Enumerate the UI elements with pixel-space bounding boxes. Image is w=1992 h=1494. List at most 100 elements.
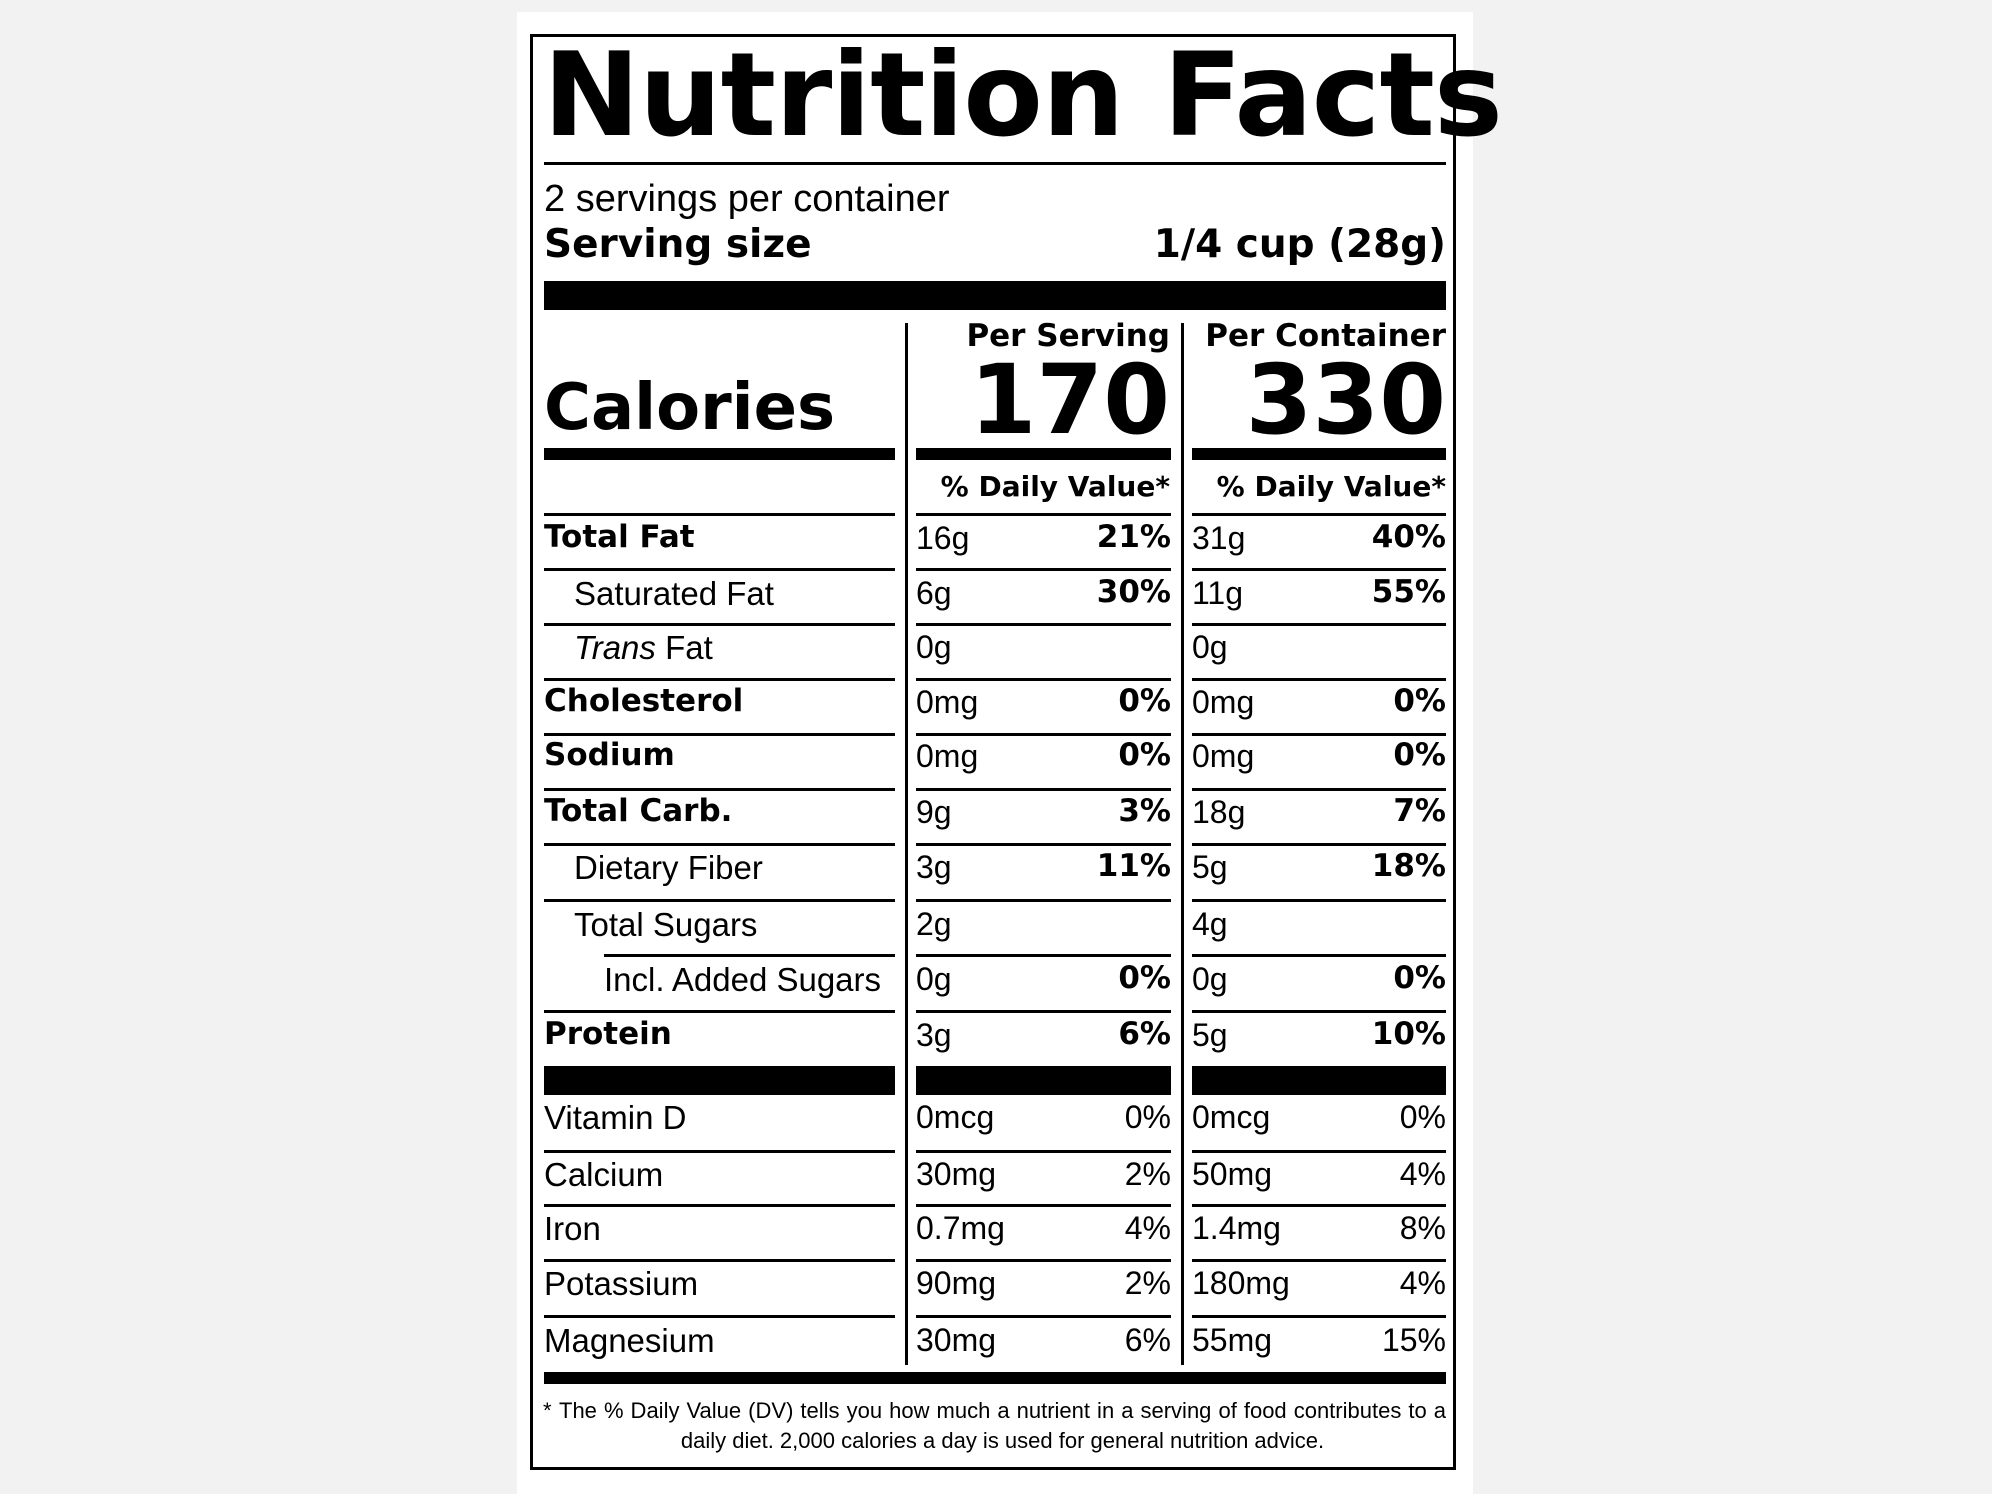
nutrient-1-container-amount: 11g xyxy=(1192,575,1244,611)
nutrient-6-label: Dietary Fiber xyxy=(574,849,763,886)
nutrient-5-label: Total Carb. xyxy=(544,793,733,829)
footnote-asterisk: * xyxy=(543,1398,552,1423)
vitamin-1-rule-container xyxy=(1192,1204,1446,1207)
vitamin-3-container-amount: 180mg xyxy=(1192,1265,1290,1301)
vitamin-2-rule-label xyxy=(544,1259,895,1262)
footnote-text: The % Daily Value (DV) tells you how muc… xyxy=(559,1398,1446,1453)
column-divider-1 xyxy=(905,323,908,1365)
dv-header-rule-2 xyxy=(916,513,1171,516)
nutrient-5-serving-amount: 9g xyxy=(916,794,952,830)
nutrient-1-rule-serving xyxy=(916,623,1171,626)
nutrient-8-container-amount: 0g xyxy=(1192,961,1228,997)
nutrient-3-label: Cholesterol xyxy=(544,683,744,719)
nutrient-0-serving-dv: 21% xyxy=(1096,519,1171,555)
vitamin-1-rule-label xyxy=(544,1204,895,1207)
vitamin-1-label: Calcium xyxy=(544,1156,664,1193)
label-title: Nutrition Facts xyxy=(543,28,1503,163)
calories-rule-1 xyxy=(544,448,895,460)
nutrient-5-rule-serving xyxy=(916,843,1171,846)
nutrient-2-serving-amount: 0g xyxy=(916,629,952,665)
nutrient-3-rule-container xyxy=(1192,733,1446,736)
nutrient-5-rule-label xyxy=(544,843,895,846)
nutrient-9-serving-dv: 6% xyxy=(1118,1016,1171,1052)
servings-per-container: 2 servings per container xyxy=(544,178,950,220)
nutrient-0-rule-label xyxy=(544,568,895,571)
vitamin-4-label: Magnesium xyxy=(544,1322,715,1359)
vitamin-1-container-dv: 4% xyxy=(1399,1156,1446,1192)
nutrient-9-label: Protein xyxy=(544,1016,672,1052)
thick-rule-top xyxy=(544,281,1446,310)
calories-per-serving: 170 xyxy=(969,344,1170,456)
vitamin-0-serving-amount: 0mcg xyxy=(916,1099,995,1135)
nutrient-4-rule-label xyxy=(544,788,895,791)
nutrient-7-label: Total Sugars xyxy=(574,906,758,943)
nutrient-0-rule-serving xyxy=(916,568,1171,571)
vitamin-bar-1 xyxy=(544,1066,895,1095)
calories-rule-3 xyxy=(1192,448,1446,460)
nutrient-6-container-dv: 18% xyxy=(1371,848,1446,884)
nutrient-5-serving-dv: 3% xyxy=(1118,793,1171,829)
calories-rule-2 xyxy=(916,448,1171,460)
vitamin-3-rule-serving xyxy=(916,1315,1171,1318)
title-rule xyxy=(544,162,1446,165)
vitamin-0-container-dv: 0% xyxy=(1399,1099,1446,1135)
dv-header-rule-1 xyxy=(544,513,895,516)
vitamin-0-label: Vitamin D xyxy=(544,1099,687,1136)
vitamin-4-container-amount: 55mg xyxy=(1192,1322,1273,1358)
vitamin-0-serving-dv: 0% xyxy=(1124,1099,1171,1135)
nutrient-1-rule-container xyxy=(1192,623,1446,626)
vitamin-4-serving-dv: 6% xyxy=(1124,1322,1171,1358)
nutrient-1-serving-dv: 30% xyxy=(1096,574,1171,610)
vitamin-3-serving-dv: 2% xyxy=(1124,1265,1171,1301)
daily-value-header-container: % Daily Value* xyxy=(1216,470,1446,503)
nutrient-9-container-dv: 10% xyxy=(1371,1016,1446,1052)
vitamin-2-rule-container xyxy=(1192,1259,1446,1262)
nutrition-facts-panel xyxy=(530,34,1456,1470)
nutrient-4-rule-serving xyxy=(916,788,1171,791)
nutrient-0-label: Total Fat xyxy=(544,519,695,555)
vitamin-1-serving-amount: 30mg xyxy=(916,1156,997,1192)
nutrient-7-serving-amount: 2g xyxy=(916,906,952,942)
nutrient-8-container-dv: 0% xyxy=(1393,960,1446,996)
column-header-per-serving: Per Serving xyxy=(966,318,1170,354)
vitamin-0-rule-label xyxy=(544,1150,895,1153)
nutrient-4-container-amount: 0mg xyxy=(1192,738,1255,774)
nutrient-8-serving-dv: 0% xyxy=(1118,960,1171,996)
vitamin-3-serving-amount: 90mg xyxy=(916,1265,997,1301)
nutrient-4-serving-dv: 0% xyxy=(1118,737,1171,773)
nutrient-5-rule-container xyxy=(1192,843,1446,846)
nutrient-3-rule-label xyxy=(544,733,895,736)
nutrient-7-container-amount: 4g xyxy=(1192,906,1228,942)
vitamin-1-serving-dv: 2% xyxy=(1124,1156,1171,1192)
label-background xyxy=(517,12,1473,1494)
nutrient-7-rule-container xyxy=(1192,954,1446,957)
vitamin-1-container-amount: 50mg xyxy=(1192,1156,1273,1192)
nutrient-2-container-amount: 0g xyxy=(1192,629,1228,665)
nutrient-6-rule-serving xyxy=(916,899,1171,902)
nutrient-8-rule-serving xyxy=(916,1010,1171,1013)
vitamin-bar-3 xyxy=(1192,1066,1446,1095)
nutrient-3-container-dv: 0% xyxy=(1393,683,1446,719)
vitamin-4-serving-amount: 30mg xyxy=(916,1322,997,1358)
vitamin-3-container-dv: 4% xyxy=(1399,1265,1446,1301)
nutrient-1-serving-amount: 6g xyxy=(916,575,952,611)
nutrient-7-rule-serving xyxy=(916,954,1171,957)
calories-label: Calories xyxy=(544,371,836,445)
vitamin-2-serving-dv: 4% xyxy=(1124,1210,1171,1246)
vitamin-3-rule-label xyxy=(544,1315,895,1318)
vitamin-0-rule-serving xyxy=(916,1150,1171,1153)
vitamin-3-label: Potassium xyxy=(544,1265,699,1302)
nutrient-6-rule-container xyxy=(1192,899,1446,902)
vitamin-2-container-amount: 1.4mg xyxy=(1192,1210,1281,1246)
vitamin-2-label: Iron xyxy=(544,1210,601,1247)
nutrient-3-serving-amount: 0mg xyxy=(916,684,979,720)
nutrient-9-container-amount: 5g xyxy=(1192,1017,1228,1053)
vitamin-4-container-dv: 15% xyxy=(1381,1322,1446,1358)
thick-rule-bottom xyxy=(544,1372,1446,1384)
nutrient-0-container-amount: 31g xyxy=(1192,520,1246,556)
nutrient-2-rule-container xyxy=(1192,678,1446,681)
nutrient-1-label: Saturated Fat xyxy=(574,575,774,612)
calories-per-container: 330 xyxy=(1245,344,1446,456)
dv-header-rule-3 xyxy=(1192,513,1446,516)
column-header-per-container: Per Container xyxy=(1205,318,1446,354)
